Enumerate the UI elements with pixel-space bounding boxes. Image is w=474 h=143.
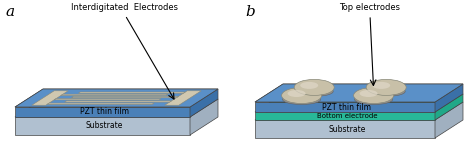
Text: Top electrodes: Top electrodes <box>339 3 401 12</box>
Polygon shape <box>61 94 168 95</box>
Ellipse shape <box>367 86 405 96</box>
Polygon shape <box>47 103 154 104</box>
Polygon shape <box>255 94 463 112</box>
Polygon shape <box>15 89 218 107</box>
Polygon shape <box>255 120 435 138</box>
Ellipse shape <box>300 82 318 89</box>
Polygon shape <box>72 96 178 98</box>
Text: PZT thin film: PZT thin film <box>322 103 372 112</box>
Text: Substrate: Substrate <box>328 125 365 134</box>
Polygon shape <box>32 91 68 105</box>
Polygon shape <box>255 102 435 112</box>
Ellipse shape <box>295 86 333 96</box>
Polygon shape <box>255 112 435 120</box>
Polygon shape <box>435 94 463 120</box>
Polygon shape <box>190 99 218 135</box>
Ellipse shape <box>366 79 406 95</box>
Text: PZT thin film: PZT thin film <box>80 108 129 117</box>
Text: a: a <box>5 5 14 19</box>
Ellipse shape <box>283 95 320 105</box>
Ellipse shape <box>282 88 321 104</box>
Polygon shape <box>78 92 185 93</box>
Polygon shape <box>190 89 218 117</box>
Polygon shape <box>64 101 172 102</box>
Ellipse shape <box>294 79 334 95</box>
Polygon shape <box>15 117 190 135</box>
Ellipse shape <box>354 88 393 104</box>
Polygon shape <box>255 84 463 102</box>
Polygon shape <box>255 102 463 120</box>
Ellipse shape <box>288 90 306 97</box>
Ellipse shape <box>372 82 390 89</box>
Polygon shape <box>15 89 218 107</box>
Polygon shape <box>435 84 463 112</box>
Text: Bottom electrode: Bottom electrode <box>317 113 377 119</box>
Polygon shape <box>165 91 201 105</box>
Text: b: b <box>245 5 255 19</box>
Ellipse shape <box>355 95 392 105</box>
Text: Interdigitated  Electrodes: Interdigitated Electrodes <box>72 3 179 12</box>
Polygon shape <box>15 107 190 117</box>
Polygon shape <box>255 84 463 102</box>
Text: Substrate: Substrate <box>86 122 123 131</box>
Polygon shape <box>54 99 161 100</box>
Polygon shape <box>435 102 463 138</box>
Ellipse shape <box>360 90 378 97</box>
Polygon shape <box>15 99 218 117</box>
